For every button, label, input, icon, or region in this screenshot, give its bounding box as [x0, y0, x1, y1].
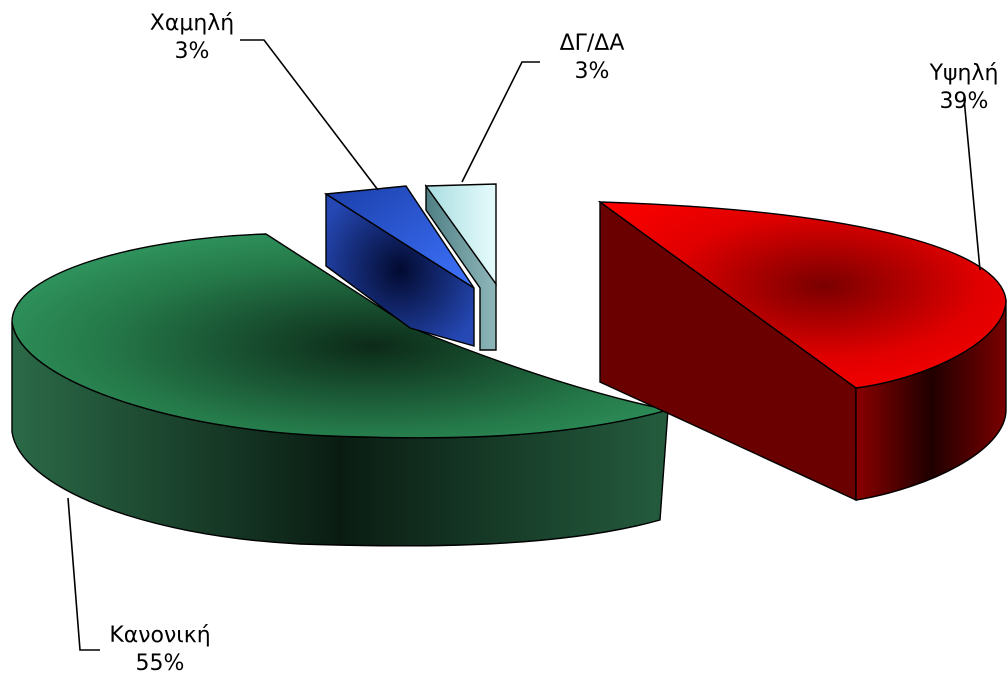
leader-line-2 — [240, 39, 379, 191]
slice-high — [597, 200, 1007, 502]
slice-label-1: Κανονική — [109, 623, 210, 648]
slice-labels: Υψηλή 39% Κανονική 55% Χαμηλή 3% ΔΓ/ΔΑ 3% — [109, 11, 998, 676]
slice-normal — [11, 233, 669, 547]
leader-line-3 — [461, 61, 540, 183]
slice-label-0: Υψηλή — [929, 61, 999, 86]
leader-lines — [67, 39, 981, 651]
slice-value-label-2: 3% — [175, 39, 210, 64]
slice-na — [424, 183, 497, 351]
slice-value-label-3: 3% — [575, 59, 610, 84]
slice-value-label-0: 39% — [940, 89, 989, 114]
slice-low — [323, 185, 475, 347]
leader-line-1 — [67, 497, 100, 651]
slice-label-2: Χαμηλή — [150, 11, 234, 36]
pie-slices — [11, 183, 1007, 547]
slice-low-top — [323, 185, 475, 289]
leader-line-0 — [963, 97, 981, 271]
slice-na-top — [424, 183, 497, 287]
slice-normal-top — [11, 233, 669, 439]
slice-label-3: ΔΓ/ΔΑ — [560, 31, 625, 56]
slice-high-top — [597, 201, 1007, 389]
slice-value-label-1: 55% — [136, 651, 185, 676]
